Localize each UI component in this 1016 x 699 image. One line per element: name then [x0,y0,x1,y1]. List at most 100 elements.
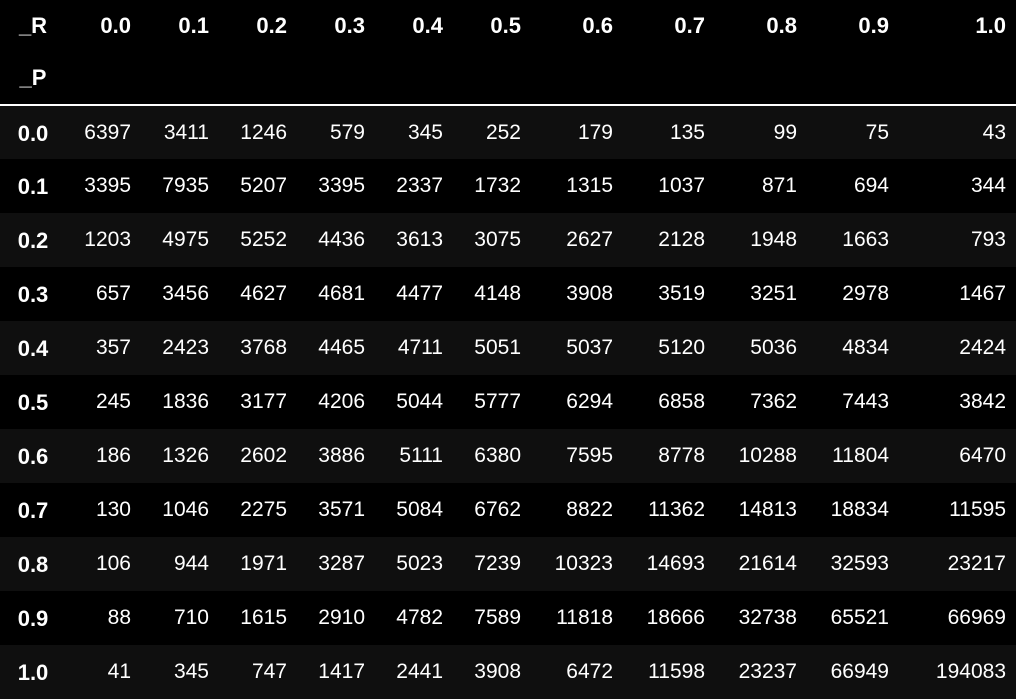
table-cell: 2424 [959,336,1006,359]
table-cell: 4465 [318,336,365,359]
table-cell: 4206 [318,390,365,413]
table-cell: 1948 [750,228,797,251]
table-cell: 75 [865,120,889,144]
table-cell: 252 [485,120,521,144]
table-cell: 1037 [658,174,705,197]
table-row: 0.6 186 1326 2602 3886 5111 6380 7595 8778 10288 1… [0,429,1016,483]
table-cell: 7443 [842,390,889,413]
empty-header-cell [219,52,297,105]
table-cell: 3395 [84,174,131,197]
table-cell: 11362 [648,498,705,521]
column-header: 0.4 [412,13,443,38]
table-cell: 10288 [738,444,797,467]
row-index-label: 0.3 [17,282,49,307]
table-cell: 14813 [738,498,797,521]
table-cell: 3251 [750,282,797,305]
table-cell: 1971 [240,552,287,575]
table-cell: 7239 [474,552,521,575]
table-cell: 3908 [474,660,521,683]
empty-header-cell [715,52,807,105]
table-cell: 106 [95,552,131,575]
table-cell: 579 [329,120,365,144]
table-cell: 4975 [162,228,209,251]
table-cell: 2602 [240,444,287,467]
empty-header-cell [807,52,899,105]
table-cell: 11804 [832,444,889,467]
table-cell: 135 [669,120,705,144]
table-cell: 6762 [474,498,521,521]
empty-header-cell [375,52,453,105]
table-cell: 5777 [474,390,521,413]
column-header: 0.1 [178,13,209,38]
table-cell: 2627 [566,228,613,251]
table-header: _R 0.0 0.1 0.2 0.3 0.4 0.5 0.6 0.7 0.8 0… [0,0,1016,105]
table-cell: 6294 [566,390,613,413]
row-axis-label: _P [19,65,47,90]
table-cell: 3177 [240,390,287,413]
table-row: 0.8 106 944 1971 3287 5023 7239 10323 14693 21614… [0,537,1016,591]
table-cell: 4782 [396,606,443,629]
table-cell: 4681 [318,282,365,305]
table-cell: 1663 [842,228,889,251]
row-index-label: 0.5 [17,390,49,415]
table-cell: 4477 [396,282,443,305]
column-header: 0.6 [582,13,613,38]
row-index-label: 0.6 [17,444,49,469]
table-cell: 6858 [658,390,705,413]
column-header: 0.3 [334,13,365,38]
column-header: 0.9 [858,13,889,38]
table-cell: 6472 [566,660,613,683]
table-cell: 43 [982,120,1006,144]
table-cell: 3908 [566,282,613,305]
table-cell: 1615 [240,606,287,629]
table-cell: 2337 [396,174,443,197]
column-header: 0.0 [100,13,131,38]
table-cell: 65521 [830,606,889,629]
empty-header-cell [66,52,141,105]
table-cell: 344 [970,174,1006,197]
table-body: 0.0 6397 3411 1246 579 345 252 179 135 99 75 43 0.1 3… [0,105,1016,699]
table-row: 0.0 6397 3411 1246 579 345 252 179 135 99 75 43 [0,105,1016,159]
table-cell: 5036 [750,336,797,359]
row-index-label: 0.1 [17,174,49,199]
table-cell: 2128 [658,228,705,251]
table-cell: 8822 [566,498,613,521]
table-cell: 88 [107,606,131,629]
table-cell: 5111 [399,444,443,467]
column-header: 0.5 [490,13,521,38]
table-cell: 6380 [474,444,521,467]
table-cell: 345 [173,660,209,683]
table-cell: 32593 [830,552,889,575]
table-cell: 1467 [959,282,1006,305]
table-cell: 710 [173,606,209,629]
table-cell: 357 [95,336,131,359]
column-header: 0.8 [766,13,797,38]
table-cell: 657 [95,282,131,305]
table-row: 0.4 357 2423 3768 4465 4711 5051 5037 5120 5036 48… [0,321,1016,375]
empty-header-cell [899,52,1016,105]
table-cell: 5037 [566,336,613,359]
table-cell: 5023 [396,552,443,575]
table-cell: 3411 [163,120,209,144]
empty-header-cell [453,52,531,105]
row-index-label: 0.2 [17,228,49,253]
table-cell: 3287 [318,552,365,575]
table-cell: 99 [773,120,797,144]
table-cell: 14693 [646,552,705,575]
table-cell: 5207 [240,174,287,197]
row-index-label: 0.4 [17,336,49,361]
table-cell: 1326 [162,444,209,467]
row-index-label: 0.0 [17,120,49,146]
table-cell: 11818 [556,606,613,629]
table-cell: 10323 [554,552,613,575]
table-cell: 1203 [84,228,131,251]
table-cell: 179 [577,120,613,144]
table-cell: 3571 [318,498,365,521]
row-index-label: 0.8 [17,552,49,577]
table-cell: 6470 [959,444,1006,467]
row-index-label: 0.9 [17,606,49,631]
table-row: 0.9 88 710 1615 2910 4782 7589 11818 18666 32738 6… [0,591,1016,645]
table-cell: 194083 [935,660,1006,683]
table-cell: 3768 [240,336,287,359]
table-cell: 23237 [738,660,797,683]
